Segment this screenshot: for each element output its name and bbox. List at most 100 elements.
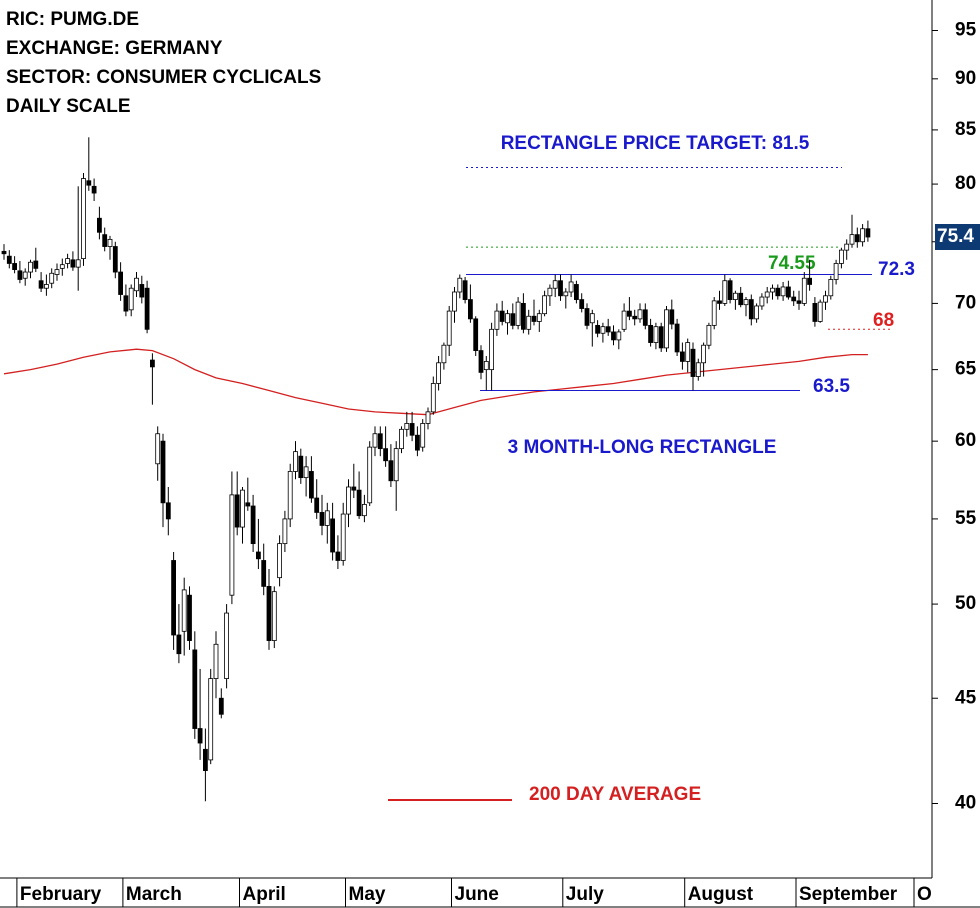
level-label: RECTANGLE PRICE TARGET: 81.5: [501, 133, 810, 154]
candle-body: [144, 287, 150, 330]
candle-body: [330, 518, 336, 553]
candle-body: [489, 328, 495, 371]
candle-body: [791, 296, 797, 302]
candle-body: [176, 634, 182, 655]
candle-body: [796, 300, 802, 304]
candle-body: [521, 303, 526, 330]
candle-body: [165, 502, 171, 520]
candle-body: [542, 295, 547, 315]
candle-body: [202, 748, 208, 771]
candle-body: [558, 280, 563, 297]
candle-body: [711, 300, 717, 326]
candle-body: [680, 351, 685, 362]
candle-body: [722, 280, 728, 304]
candle-body: [12, 263, 18, 270]
candle-body: [685, 342, 691, 362]
candle-body: [510, 313, 516, 326]
candle-body: [346, 486, 351, 515]
candle-body: [743, 299, 749, 306]
price-badge-label: 75.4: [937, 226, 974, 247]
level-label: 74.55: [768, 253, 816, 274]
level-label: 72.3: [878, 259, 915, 280]
candle-body: [277, 543, 283, 579]
x-tick-label: August: [688, 884, 754, 905]
candle-body: [377, 433, 383, 450]
candle-body: [213, 643, 219, 679]
candle-body: [775, 287, 781, 297]
candle-body: [287, 471, 293, 520]
candle-body: [97, 217, 102, 233]
candle-body: [759, 296, 765, 307]
candle-body: [112, 246, 118, 273]
candle-body: [271, 591, 277, 641]
x-tick-label: September: [799, 884, 898, 905]
candle-body: [388, 460, 394, 482]
candle-body: [128, 287, 134, 311]
candle-body: [584, 308, 590, 326]
candle-body: [91, 185, 97, 194]
candle-body: [748, 299, 754, 320]
candle-body: [865, 228, 871, 238]
candle-body: [28, 261, 33, 273]
candle-body: [531, 315, 537, 322]
header-line: SECTOR: CONSUMER CYCLICALS: [6, 67, 321, 88]
candle-body: [854, 234, 860, 243]
candle-body: [430, 383, 436, 413]
candle-body: [38, 280, 44, 289]
candle-body: [367, 446, 373, 504]
y-tick-label: 80: [955, 173, 976, 194]
candle-body: [197, 728, 203, 744]
candle-body: [473, 318, 479, 351]
x-tick-label: July: [566, 884, 604, 905]
candle-body: [595, 324, 600, 334]
candle-body: [356, 489, 362, 517]
candle-body: [54, 269, 60, 275]
candle-body: [452, 291, 457, 312]
candle-body: [425, 411, 431, 424]
price-badge: [935, 224, 980, 251]
candle-body: [627, 310, 632, 317]
candle-body: [817, 301, 823, 322]
candle-body: [844, 243, 850, 251]
header-line: DAILY SCALE: [6, 96, 131, 117]
candle-body: [123, 295, 129, 312]
candle-body: [547, 287, 553, 297]
candle-body: [499, 310, 505, 322]
candle-body: [446, 310, 452, 346]
candle-body: [568, 281, 574, 293]
candle-body: [478, 350, 484, 373]
candle-body: [589, 313, 595, 324]
candle-body: [361, 504, 367, 517]
candle-body: [833, 263, 839, 280]
candle-body: [372, 433, 378, 448]
y-tick-label: 55: [955, 508, 977, 529]
x-tick-label: O: [917, 884, 932, 905]
candle-body: [208, 678, 214, 761]
candle-body: [49, 272, 55, 284]
candle-body: [664, 309, 669, 349]
candle-body: [494, 310, 500, 330]
candle-body: [308, 471, 314, 499]
candle-body: [6, 255, 12, 264]
candle-body: [462, 280, 468, 300]
candle-body: [155, 433, 161, 465]
x-tick-label: February: [20, 884, 102, 905]
candle-body: [637, 309, 643, 320]
candle-body: [812, 303, 818, 322]
legend-label: 200 DAY AVERAGE: [529, 784, 701, 805]
candle-body: [181, 589, 187, 632]
candle-body: [340, 513, 346, 561]
candle-body: [441, 344, 447, 364]
candle-body: [218, 697, 224, 715]
candle-body: [632, 315, 638, 320]
candle-body: [134, 277, 139, 292]
candle-body: [642, 309, 648, 326]
candle-body: [261, 560, 267, 587]
candle-body: [240, 489, 245, 528]
candle-body: [224, 612, 230, 679]
header-line: RIC: PUMG.DE: [6, 9, 139, 30]
candle-body: [102, 234, 108, 247]
candle-body: [319, 512, 325, 526]
